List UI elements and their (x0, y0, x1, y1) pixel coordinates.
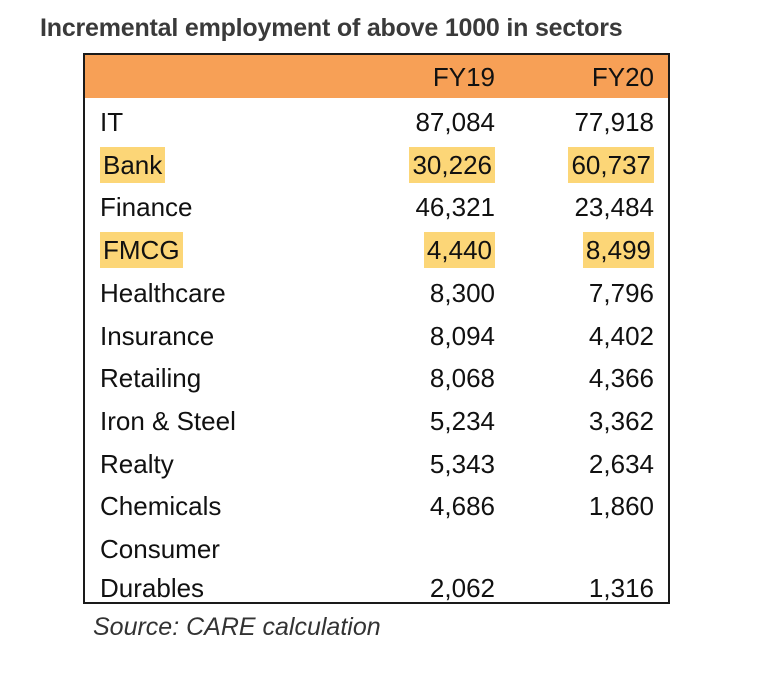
row-label: Bank (100, 147, 166, 183)
cell-fy19: 46,321 (415, 192, 495, 222)
cell-fy20: 2,634 (588, 449, 654, 479)
cell-fy20: 1,316 (588, 573, 654, 603)
cell-fy19: 4,686 (429, 491, 495, 521)
row-label: Healthcare (100, 278, 226, 308)
cell-fy19: 8,068 (429, 363, 495, 393)
cell-fy19: 30,226 (409, 147, 495, 183)
cell-fy20: 1,860 (588, 491, 654, 521)
row-label: IT (100, 107, 124, 137)
cell-fy20: 7,796 (588, 278, 654, 308)
row-label: Insurance (100, 321, 215, 351)
cell-fy20: 4,366 (588, 363, 654, 393)
header-fy20: FY20 (591, 62, 654, 92)
cell-fy19: 5,343 (429, 449, 495, 479)
cell-fy20: 4,402 (588, 321, 654, 351)
cell-fy20: 8,499 (582, 232, 654, 268)
table-title: Incremental employment of above 1000 in … (40, 14, 623, 42)
cell-fy20: 77,918 (574, 107, 654, 137)
cell-fy19: 5,234 (429, 406, 495, 436)
cell-fy19: 87,084 (415, 107, 495, 137)
cell-fy19: 8,094 (429, 321, 495, 351)
row-label: Finance (100, 192, 193, 222)
table-header-row: FY19 FY20 (85, 55, 668, 98)
cell-fy20: 3,362 (588, 406, 654, 436)
header-fy19: FY19 (432, 62, 495, 92)
cell-fy19: 4,440 (423, 232, 495, 268)
employment-table: FY19 FY20 IT 87,084 77,918 Bank 30,226 60,737… (83, 53, 670, 604)
cell-fy20: 23,484 (574, 192, 654, 222)
row-label: Iron & Steel (100, 406, 236, 436)
row-label: Retailing (100, 363, 202, 393)
cell-fy20: 60,737 (568, 147, 654, 183)
row-label-line2: Durables (100, 573, 205, 603)
row-label: Chemicals (100, 491, 222, 521)
row-label: FMCG (100, 232, 183, 268)
cell-fy19: 2,062 (429, 573, 495, 603)
source-note: Source: CARE calculation (93, 613, 381, 641)
row-label-line1: Consumer (100, 534, 220, 564)
cell-fy19: 8,300 (429, 278, 495, 308)
row-label: Realty (100, 449, 174, 479)
